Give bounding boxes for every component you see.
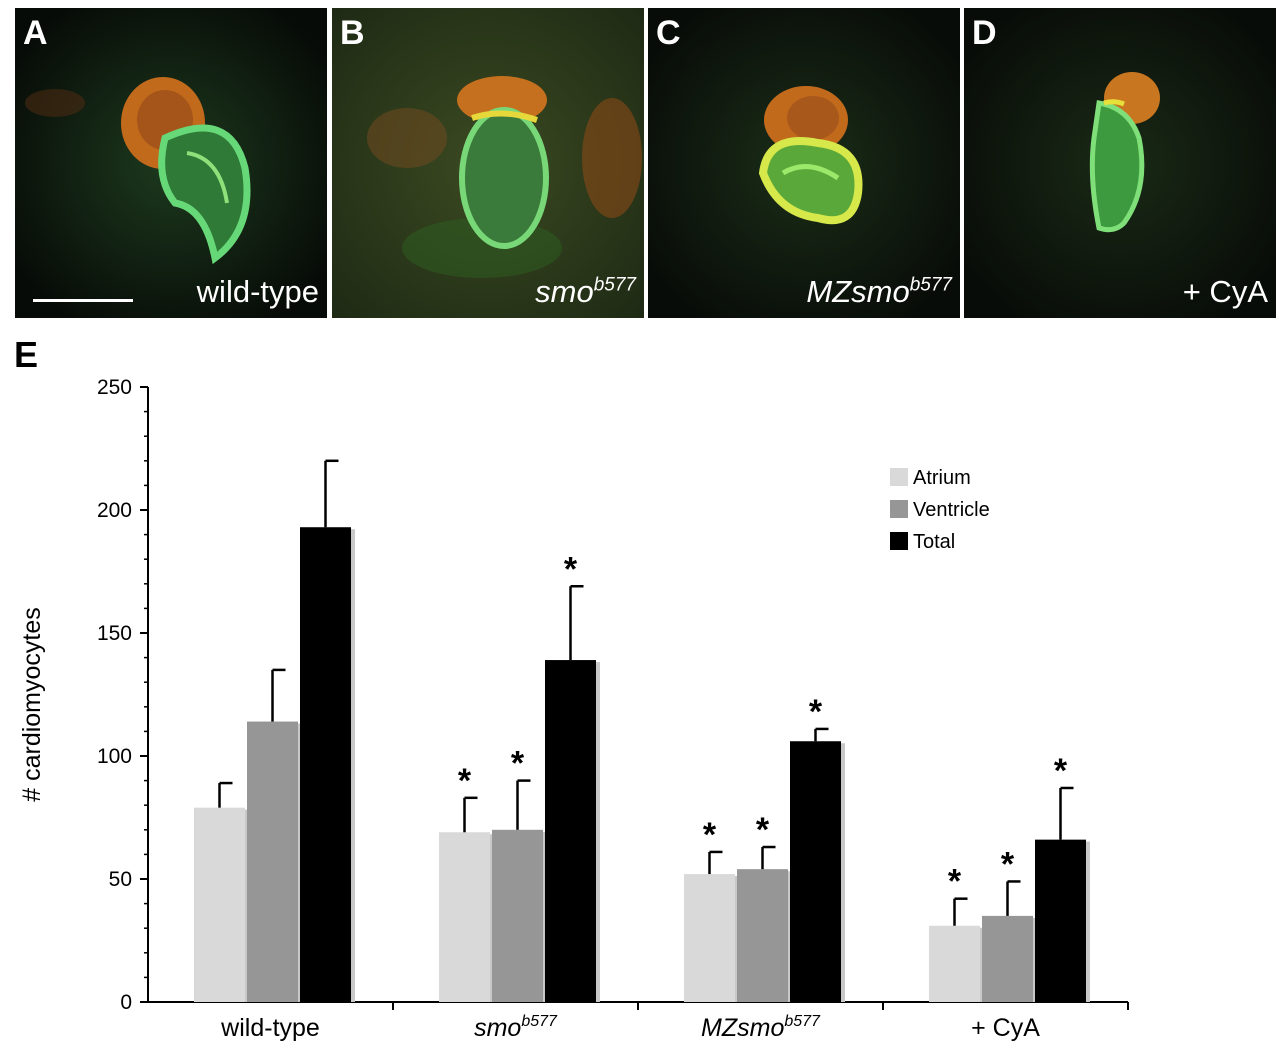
legend-swatch [890,500,908,518]
y-tick-label: 250 [97,376,132,399]
panel-label: B [340,14,365,52]
heart-image-b [332,8,644,318]
significance-star: * [756,811,770,849]
condition-label: smob577 [535,274,636,310]
x-tick-label: + CyA [971,1014,1040,1042]
condition-allele: b577 [593,274,636,296]
x-tick-label: MZsmob577 [701,1013,821,1042]
scale-bar [33,299,133,302]
y-tick-label: 0 [120,991,132,1014]
y-tick-label: 100 [97,745,132,768]
micrograph-panel-b: B smob577 [332,8,644,318]
condition-label: wild-type [197,274,319,310]
condition-text: + CyA [1182,274,1268,309]
significance-star: * [511,745,525,783]
significance-star: * [458,762,472,800]
legend-swatch [890,468,908,486]
y-tick-label: 200 [97,499,132,522]
significance-star: * [703,816,717,854]
cardiomyocyte-bar-chart: 0 50 100 150 200 250 # cardiomyocytes wild-type… [18,376,1129,1042]
significance-star: * [1054,752,1068,790]
condition-allele: b577 [909,274,952,296]
bar-ventricle [737,869,788,1002]
condition-gene: smo [535,274,594,309]
bar-ventricle [492,829,543,1002]
bar-atrium [929,925,980,1002]
significance-star: * [809,693,823,731]
legend-label: Ventricle [913,499,990,521]
condition-gene: MZsmo [806,274,910,309]
bar-total [545,660,596,1002]
condition-text: wild-type [196,274,319,309]
bar-total [1035,839,1086,1002]
bar-total [790,741,841,1002]
bar-atrium [684,874,735,1002]
bar-atrium [439,832,490,1002]
legend-label: Total [913,531,955,553]
legend-swatch [890,532,908,550]
significance-star: * [564,550,578,588]
heart-image-a [15,8,327,318]
significance-star: * [1001,845,1015,883]
x-tick-label: smob577 [474,1013,558,1042]
micrograph-panel-a: A wild-type [15,8,327,318]
bar-total [300,527,351,1002]
heart-image-d [964,8,1276,318]
panel-label: C [656,14,681,52]
condition-label: + CyA [1183,274,1268,310]
x-tick-label: wild-type [220,1014,320,1042]
panel-label: D [972,14,997,52]
bar-ventricle [982,915,1033,1002]
bar-ventricle [247,721,298,1002]
bar-atrium [194,807,245,1002]
chart-panel-label: E [14,334,39,375]
y-tick-label: 50 [109,868,132,891]
significance-star: * [948,863,962,901]
heart-image-c [648,8,960,318]
micrograph-panel-d: D + CyA [964,8,1276,318]
panel-label: A [23,14,48,52]
y-axis-label: # cardiomyocytes [18,607,46,802]
legend-label: Atrium [913,467,971,489]
y-tick-label: 150 [97,622,132,645]
micrograph-panel-c: C MZsmob577 [648,8,960,318]
condition-label: MZsmob577 [806,274,952,310]
